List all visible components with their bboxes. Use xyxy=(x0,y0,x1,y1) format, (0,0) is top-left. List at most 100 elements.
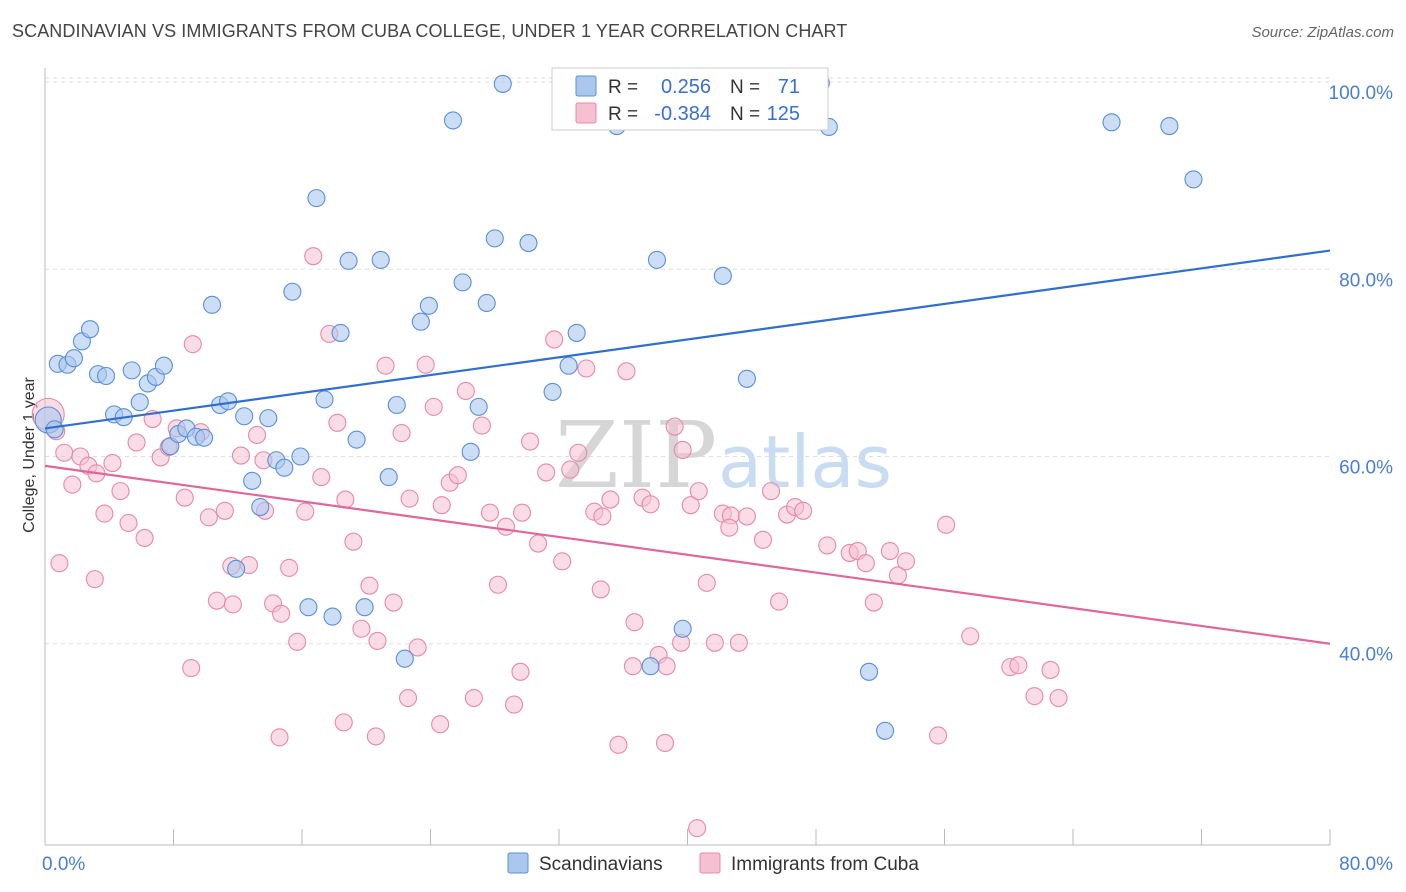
point-scandinavian-8 xyxy=(96,366,116,386)
point-cuba-58 xyxy=(504,695,524,714)
point-scandinavian-38 xyxy=(339,251,358,270)
point-cuba-115 xyxy=(591,580,610,599)
point-cuba-23 xyxy=(223,595,242,614)
legend-label-immigrants-from-cuba: Immigrants from Cuba xyxy=(731,854,919,875)
correlation-legend: R = 0.256 N = 71 R = -0.384 N = 125 xyxy=(551,67,829,131)
series-scandinavians xyxy=(34,73,1203,740)
point-scandinavian-44 xyxy=(395,649,414,668)
point-cuba-39 xyxy=(352,619,371,638)
point-cuba-120 xyxy=(334,713,353,732)
watermark-atlas: atlas xyxy=(718,420,892,504)
point-cuba-103 xyxy=(937,515,956,534)
point-cuba-8 xyxy=(103,454,122,473)
point-scandinavian-51 xyxy=(477,293,496,313)
point-cuba-55 xyxy=(480,503,499,522)
point-cuba-45 xyxy=(400,489,419,508)
point-cuba-9 xyxy=(111,482,130,501)
point-cuba-110 xyxy=(182,659,201,678)
point-cuba-104 xyxy=(961,627,980,646)
point-cuba-125 xyxy=(1009,656,1028,675)
point-scandinavian-25 xyxy=(235,407,254,426)
point-scandinavian-60 xyxy=(647,250,667,269)
point-cuba-112 xyxy=(366,727,385,746)
legend-swatch-immigrants-from-cuba xyxy=(699,852,721,874)
point-cuba-42 xyxy=(376,356,395,375)
series-legend: Scandinavians Immigrants from Cuba xyxy=(507,852,919,875)
point-cuba-88 xyxy=(753,530,773,549)
point-scandinavian-41 xyxy=(371,250,390,269)
point-cuba-93 xyxy=(794,501,813,520)
legend-swatch-scandinavians xyxy=(507,852,529,874)
point-cuba-89 xyxy=(761,482,781,501)
point-scandinavian-1 xyxy=(45,420,64,439)
point-scandinavian-55 xyxy=(543,382,562,401)
point-scandinavian-57 xyxy=(567,323,586,342)
point-cuba-51 xyxy=(448,466,467,485)
point-scandinavian-27 xyxy=(251,498,270,517)
grid-lines xyxy=(45,77,1330,645)
legend-n-label-2: N = xyxy=(730,104,760,125)
point-scandinavian-69 xyxy=(1160,116,1179,136)
point-scandinavian-62 xyxy=(713,266,732,285)
point-scandinavian-30 xyxy=(275,458,294,477)
x-tick-labels: 0.0% 80.0% xyxy=(42,854,1393,875)
point-cuba-30 xyxy=(280,558,299,577)
point-cuba-83 xyxy=(705,633,724,652)
point-cuba-20 xyxy=(199,508,218,527)
point-cuba-82 xyxy=(697,573,716,592)
x-tick-label-end: 80.0% xyxy=(1339,854,1393,875)
point-cuba-67 xyxy=(577,359,596,378)
legend-n-value-1: 71 xyxy=(778,76,800,98)
point-scandinavian-67 xyxy=(876,721,895,740)
point-cuba-12 xyxy=(135,528,154,547)
point-cuba-108 xyxy=(50,554,69,573)
x-tick-label-start: 0.0% xyxy=(42,854,85,875)
point-cuba-86 xyxy=(729,633,748,652)
legend-n-value-2: 125 xyxy=(767,103,800,125)
point-cuba-21 xyxy=(207,591,226,610)
point-scandinavian-39 xyxy=(347,430,366,449)
y-tick-label-100: 100.0% xyxy=(1329,83,1394,104)
point-scandinavian-68 xyxy=(1102,113,1121,132)
point-scandinavian-56 xyxy=(559,356,578,375)
point-cuba-43 xyxy=(384,593,403,612)
point-cuba-2 xyxy=(55,443,74,462)
legend-r-label-2: R = xyxy=(608,104,638,125)
point-cuba-59 xyxy=(513,503,532,522)
point-cuba-80 xyxy=(681,496,700,515)
point-cuba-56 xyxy=(488,575,508,594)
point-scandinavian-21 xyxy=(203,295,222,314)
point-cuba-54 xyxy=(472,416,491,435)
point-cuba-98 xyxy=(864,593,883,612)
point-cuba-7 xyxy=(95,504,114,523)
point-cuba-40 xyxy=(360,576,379,595)
point-scandinavian-40 xyxy=(355,598,374,617)
point-cuba-70 xyxy=(601,490,620,509)
legend-swatch-blue xyxy=(575,75,597,97)
point-cuba-107 xyxy=(1049,688,1068,708)
legend-label-scandinavians: Scandinavians xyxy=(539,854,663,875)
point-cuba-11 xyxy=(127,433,146,452)
y-tick-label-40: 40.0% xyxy=(1339,645,1393,666)
point-cuba-17 xyxy=(175,488,194,507)
point-cuba-18 xyxy=(183,335,202,354)
point-cuba-31 xyxy=(288,632,307,651)
y-tick-label-60: 60.0% xyxy=(1339,458,1393,479)
point-scandinavian-4 xyxy=(64,349,83,368)
point-cuba-121 xyxy=(398,688,418,708)
trend-line-immigrants-from-cuba xyxy=(44,464,1331,645)
point-cuba-126 xyxy=(1025,687,1044,706)
point-scandinavian-12 xyxy=(130,393,149,412)
series-immigrants-from-cuba xyxy=(31,247,1068,838)
point-scandinavian-36 xyxy=(323,607,342,626)
point-cuba-106 xyxy=(1041,660,1060,679)
point-cuba-22 xyxy=(215,501,234,520)
point-cuba-33 xyxy=(304,247,323,266)
point-cuba-61 xyxy=(529,534,548,553)
point-cuba-73 xyxy=(625,613,644,632)
point-cuba-72 xyxy=(617,362,636,381)
point-scandinavian-37 xyxy=(331,323,350,342)
point-cuba-69 xyxy=(593,507,612,526)
point-scandinavian-28 xyxy=(259,409,278,428)
point-cuba-119 xyxy=(270,728,289,747)
